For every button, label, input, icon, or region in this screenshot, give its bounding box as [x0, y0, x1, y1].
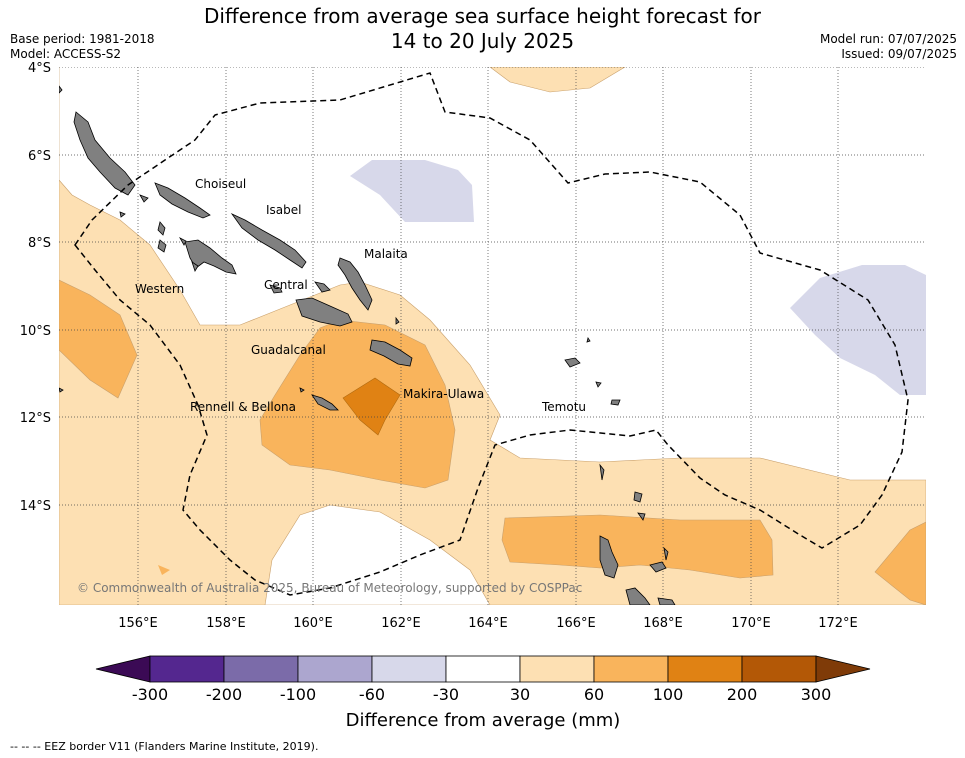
eez-footnote: -- -- -- EEZ border V11 (Flanders Marine…	[10, 740, 319, 753]
title-line-2: 14 to 20 July 2025	[390, 29, 575, 53]
colorbar-tick: -100	[280, 685, 316, 704]
colorbar-swatch	[593, 655, 669, 683]
colorbar-label: Difference from average (mm)	[346, 710, 621, 731]
base-period: Base period: 1981-2018	[10, 32, 155, 46]
model-info: Base period: 1981-2018 Model: ACCESS-S2	[10, 32, 155, 62]
colorbar-swatch	[223, 655, 299, 683]
lat-label-14s: 14°S	[20, 499, 51, 514]
anomaly-100-200-core	[342, 377, 401, 436]
anomaly-60-100-spot	[158, 565, 170, 575]
lon-label-170e: 170°E	[731, 616, 771, 631]
label-isabel: Isabel	[266, 203, 301, 217]
chart-title: Difference from average sea surface heig…	[0, 4, 965, 54]
lon-label-168e: 168°E	[643, 616, 683, 631]
label-western: Western	[135, 282, 184, 296]
anomaly-negative-east	[790, 265, 926, 395]
lat-label-12s: 12°S	[20, 411, 51, 426]
lat-label-10s: 10°S	[20, 324, 51, 339]
colorbar-tick: 30	[510, 685, 530, 704]
colorbar-extend-max	[815, 655, 871, 683]
colorbar-swatch	[371, 655, 447, 683]
copyright-notice: © Commonwealth of Australia 2025, Bureau…	[77, 581, 582, 595]
label-rennell-bellona: Rennell & Bellona	[190, 400, 296, 414]
eez-border	[74, 72, 909, 596]
lon-label-156e: 156°E	[118, 616, 158, 631]
island-vanuatu-north	[599, 535, 619, 579]
map-area: Choiseul Isabel Malaita Western Central …	[59, 67, 926, 605]
lon-label-162e: 162°E	[381, 616, 421, 631]
anomaly-60-100-southeast	[874, 521, 926, 605]
title-line-1: Difference from average sea surface heig…	[203, 4, 762, 28]
lon-label-158e: 158°E	[206, 616, 246, 631]
colorbar-tick: -300	[132, 685, 168, 704]
colorbar-tick: -60	[359, 685, 385, 704]
colorbar-swatch	[519, 655, 595, 683]
colorbar-swatch	[445, 655, 521, 683]
island-santa-cruz	[564, 357, 581, 368]
label-malaita: Malaita	[364, 247, 408, 261]
lon-label-172e: 172°E	[818, 616, 858, 631]
colorbar-tick: 100	[653, 685, 684, 704]
colorbar-swatch	[741, 655, 817, 683]
run-info: Model run: 07/07/2025 Issued: 09/07/2025	[820, 32, 957, 62]
colorbar-swatch	[297, 655, 373, 683]
island-isabel	[230, 213, 307, 269]
label-makira-ulawa: Makira-Ulawa	[403, 387, 484, 401]
colorbar-tick: 200	[727, 685, 758, 704]
lon-label-160e: 160°E	[293, 616, 333, 631]
label-choiseul: Choiseul	[195, 177, 246, 191]
colorbar-tick: -200	[206, 685, 242, 704]
lat-label-8s: 8°S	[28, 236, 51, 251]
lon-label-166e: 166°E	[556, 616, 596, 631]
anomaly-30-60-north	[489, 67, 626, 93]
label-temotu: Temotu	[541, 400, 586, 414]
graticule	[59, 67, 926, 605]
anomaly-30-60-region	[59, 67, 926, 605]
colorbar-tick: 60	[584, 685, 604, 704]
colorbar	[95, 655, 871, 683]
island-florida	[269, 284, 283, 294]
issued-date: Issued: 09/07/2025	[841, 47, 957, 61]
island-choiseul	[154, 182, 211, 219]
label-central: Central	[264, 278, 308, 292]
colorbar-swatch	[149, 655, 225, 683]
colorbar-tick: 300	[801, 685, 832, 704]
anomaly-negative-north	[350, 160, 474, 222]
low-anomaly-south	[264, 504, 491, 605]
island-malaita	[337, 257, 373, 311]
lat-label-4s: 4°S	[28, 61, 51, 76]
label-guadalcanal: Guadalcanal	[251, 343, 326, 357]
model-run: Model run: 07/07/2025	[819, 32, 957, 46]
colorbar-tick: -30	[433, 685, 459, 704]
colorbar-extend-min	[95, 655, 151, 683]
colorbar-swatch	[667, 655, 743, 683]
islands	[59, 85, 676, 605]
anomaly-60-100-south	[501, 514, 774, 579]
island-bougainville	[73, 111, 136, 196]
island-rennell	[311, 394, 339, 411]
island-guadalcanal	[295, 297, 353, 327]
anomaly-60-100-west	[59, 279, 138, 399]
lon-label-164e: 164°E	[468, 616, 508, 631]
island-makira	[369, 339, 413, 367]
model-name: Model: ACCESS-S2	[10, 47, 122, 61]
lat-label-6s: 6°S	[28, 149, 51, 164]
